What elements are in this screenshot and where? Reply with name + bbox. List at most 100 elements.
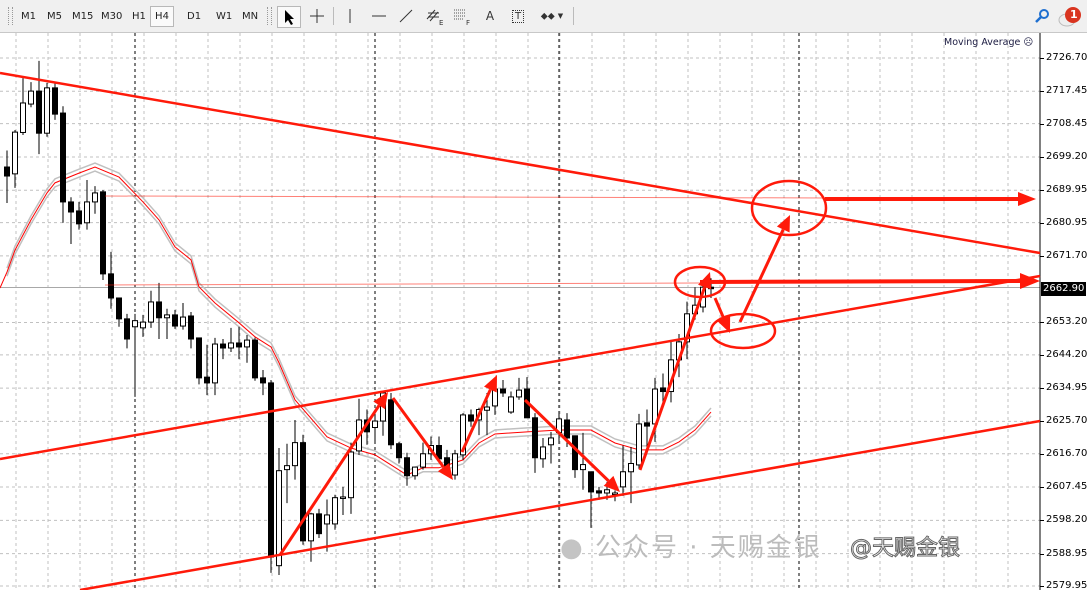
price-tick: [1040, 123, 1044, 125]
price-tick: [1040, 322, 1044, 324]
level-arrow[interactable]: [699, 279, 1025, 284]
price-tick: [1040, 156, 1044, 158]
candle-body-bullish: [548, 437, 554, 446]
candle: [180, 303, 186, 330]
indicator-label[interactable]: Moving Average ☹: [944, 37, 1033, 49]
candle: [132, 313, 138, 397]
candle-body-bullish: [540, 446, 546, 460]
price-chart[interactable]: 2726.70 2717.45 2708.45 2699.20 2689.95 2680.…: [0, 33, 1087, 591]
candle-body-bearish: [4, 166, 10, 177]
candle: [84, 179, 90, 230]
channel-upper-line[interactable]: [0, 274, 1041, 461]
candle: [620, 445, 626, 496]
candle-body-bullish: [132, 320, 138, 328]
descending-trendline[interactable]: [0, 71, 1041, 255]
price-tick: [1040, 354, 1044, 356]
candle-body-bearish: [596, 490, 602, 494]
channel-lower-line[interactable]: [79, 419, 1041, 590]
candle: [636, 413, 642, 469]
price-tick: [1040, 91, 1044, 93]
candle-body-bearish: [252, 339, 258, 379]
candle-body-bullish: [84, 201, 90, 224]
timeframe-h1[interactable]: H1: [132, 11, 146, 22]
candle: [548, 431, 554, 464]
cursor-icon[interactable]: [277, 6, 301, 28]
candle: [572, 435, 578, 478]
horizontal-line-icon[interactable]: [368, 6, 390, 26]
price-tick: [1040, 553, 1044, 555]
arrowhead: [437, 462, 453, 480]
fibonacci-retracement-icon[interactable]: F: [451, 6, 473, 26]
candle: [452, 449, 458, 480]
fibonacci-expansion-icon[interactable]: E: [424, 6, 446, 26]
price-tick-label: 2699.20: [1046, 150, 1087, 162]
candle-body-bearish: [564, 419, 570, 439]
candle-body-bullish: [276, 470, 282, 567]
toolbar-grip[interactable]: [8, 7, 13, 25]
vertical-line-icon[interactable]: [339, 6, 361, 26]
arrowhead: [603, 475, 620, 492]
timeframe-m15[interactable]: M15: [72, 11, 94, 22]
candle: [348, 442, 354, 514]
candle-body-bearish: [644, 422, 650, 427]
candle-body-bearish: [100, 191, 106, 275]
ma-line: [6, 166, 712, 476]
candle: [556, 413, 562, 442]
arrowhead: [373, 392, 388, 410]
candle: [524, 377, 530, 419]
timeframe-w1[interactable]: W1: [216, 11, 233, 22]
chevron-down-icon: ▼: [557, 12, 564, 20]
timeframe-mn[interactable]: MN: [242, 11, 259, 22]
price-tick: [1040, 520, 1044, 522]
toolbar-grip[interactable]: [267, 7, 272, 25]
price-tick: [1040, 586, 1044, 587]
arrowhead: [484, 375, 497, 393]
current-price-label: 2662.90: [1041, 282, 1086, 296]
candle-body-bullish: [612, 492, 618, 495]
candle-body-bullish: [332, 497, 338, 525]
candle-body-bearish: [76, 210, 82, 225]
indicator-name: Moving Average: [944, 37, 1021, 48]
candle: [164, 308, 170, 340]
chart-canvas[interactable]: [0, 33, 1087, 590]
candle: [12, 129, 18, 188]
candle-body-bullish: [460, 414, 466, 456]
candle: [148, 290, 154, 328]
resistance-line-faint[interactable]: [104, 195, 831, 199]
level-line-faint[interactable]: [104, 282, 701, 286]
notifications-button[interactable]: 1: [1058, 6, 1084, 27]
shapes-icon[interactable]: ⬥⬥ ▼: [537, 6, 567, 26]
candle-body-bullish: [148, 301, 154, 323]
price-tick-label: 2616.70: [1046, 447, 1087, 459]
candle: [108, 251, 114, 309]
candle: [292, 419, 298, 480]
move-arrow: [638, 286, 707, 471]
crosshair-icon[interactable]: [306, 6, 328, 26]
text-icon[interactable]: A: [485, 9, 495, 23]
timeframe-m30[interactable]: M30: [101, 11, 123, 22]
candle: [228, 327, 234, 352]
candle-body-bearish: [588, 471, 594, 493]
annotations: [0, 71, 1041, 590]
timeframe-d1[interactable]: D1: [187, 11, 202, 22]
candle: [284, 443, 290, 504]
candle-body-bearish: [156, 301, 162, 319]
trendline-icon[interactable]: [395, 6, 417, 26]
timeframe-h4[interactable]: H4: [150, 6, 174, 27]
candle-body-bullish: [164, 314, 170, 319]
text-label-icon[interactable]: T: [507, 6, 529, 26]
target-ellipse[interactable]: [750, 179, 828, 237]
search-icon[interactable]: [1031, 6, 1053, 26]
candle: [36, 60, 42, 155]
timeframe-m1[interactable]: M1: [21, 11, 36, 22]
timeframe-m5[interactable]: M5: [47, 11, 62, 22]
candle: [540, 437, 546, 468]
candle: [532, 413, 538, 473]
candle-body-bearish: [660, 387, 666, 393]
candle: [508, 391, 514, 414]
candle-body-bullish: [340, 496, 346, 499]
candle: [500, 380, 506, 397]
candle: [188, 312, 194, 349]
candle-body-bearish: [268, 382, 274, 558]
price-tick-label: 2579.95: [1046, 580, 1087, 591]
